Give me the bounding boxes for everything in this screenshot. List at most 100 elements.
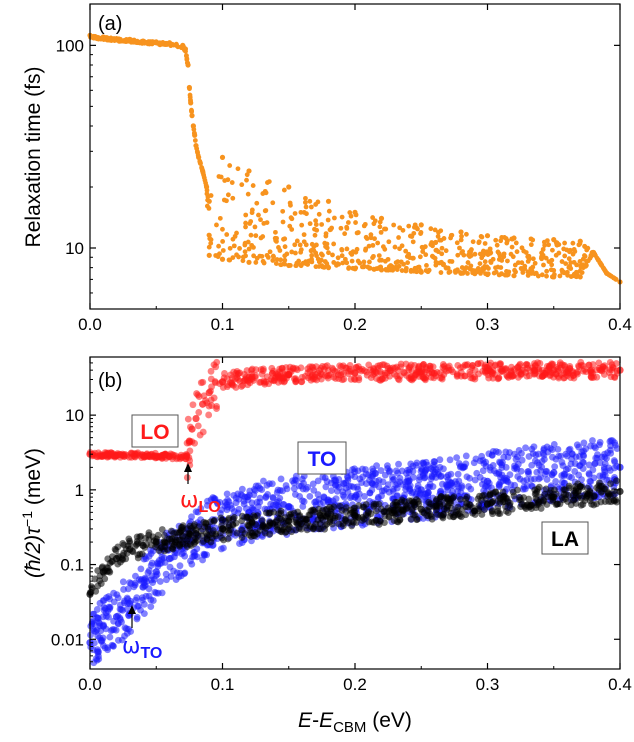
- to-point: [435, 470, 443, 478]
- lo-point: [337, 371, 345, 379]
- relaxation-point: [292, 242, 298, 248]
- relaxation-point: [449, 259, 455, 264]
- lo-point: [566, 363, 574, 370]
- la-point: [408, 497, 416, 505]
- to-point: [389, 488, 397, 495]
- lo-point: [514, 367, 522, 375]
- to-point: [535, 461, 543, 469]
- panel-b-ylabel: (ħ/2)τ−1 (meV): [19, 448, 45, 578]
- to-point: [607, 442, 614, 450]
- to-point: [95, 648, 102, 656]
- relaxation-point: [270, 200, 276, 206]
- to-point: [105, 593, 113, 600]
- relaxation-point: [418, 230, 424, 235]
- la-point: [203, 536, 211, 544]
- la-point: [527, 501, 535, 509]
- relaxation-point: [530, 256, 536, 262]
- to-point: [145, 552, 153, 560]
- to-point: [173, 569, 181, 577]
- lo-point: [391, 364, 399, 372]
- la-point: [499, 488, 507, 496]
- to-point: [479, 456, 487, 464]
- to-point: [282, 482, 290, 489]
- la-point: [168, 538, 176, 546]
- lo-point: [220, 374, 228, 382]
- la-point: [440, 510, 447, 518]
- la-point: [136, 550, 144, 558]
- to-point: [310, 486, 318, 494]
- lo-point: [229, 381, 237, 389]
- la-point: [161, 531, 168, 539]
- lo-point: [248, 373, 256, 381]
- la-point: [232, 519, 240, 527]
- lo-point: [212, 363, 220, 371]
- to-point: [423, 489, 431, 497]
- to-point: [322, 483, 330, 491]
- relaxation-point: [394, 265, 400, 270]
- relaxation-point: [217, 251, 222, 257]
- to-point: [248, 504, 256, 512]
- relaxation-point: [395, 259, 401, 265]
- relaxation-point: [467, 249, 472, 255]
- relaxation-point: [165, 41, 170, 47]
- relaxation-point: [307, 198, 313, 204]
- relaxation-point: [248, 232, 254, 238]
- to-point: [221, 498, 229, 506]
- relaxation-point: [563, 261, 569, 267]
- to-point: [589, 466, 597, 474]
- relaxation-point: [454, 240, 460, 246]
- panel-a-frame: [89, 3, 621, 310]
- relaxation-point: [313, 264, 319, 270]
- lo-point: [274, 373, 282, 381]
- relaxation-point: [260, 258, 266, 264]
- y-tick-label: 0.1: [60, 556, 84, 575]
- to-point: [454, 487, 461, 495]
- relaxation-point: [91, 33, 97, 39]
- la-point: [540, 497, 548, 505]
- lo-point: [298, 378, 305, 386]
- relaxation-point: [294, 260, 300, 266]
- lo-label: LO: [140, 421, 169, 444]
- relaxation-point: [335, 255, 341, 261]
- to-point: [104, 644, 112, 651]
- relaxation-point: [273, 261, 279, 266]
- lo-point: [270, 367, 277, 375]
- relaxation-point: [458, 270, 463, 275]
- relaxation-point: [308, 204, 314, 210]
- la-point: [309, 506, 316, 514]
- to-point: [147, 546, 154, 554]
- relaxation-point: [263, 190, 269, 196]
- relaxation-point: [370, 215, 376, 220]
- relaxation-point: [424, 263, 429, 268]
- to-point: [223, 490, 231, 498]
- relaxation-point: [258, 217, 263, 223]
- relaxation-point: [130, 39, 136, 45]
- relaxation-point: [220, 226, 225, 232]
- to-point: [525, 453, 533, 460]
- la-point: [398, 506, 406, 514]
- la-point: [508, 505, 516, 513]
- relaxation-point: [539, 255, 545, 261]
- la-point: [342, 517, 350, 525]
- relaxation-point: [280, 208, 286, 214]
- relaxation-point: [197, 158, 203, 164]
- la-point: [177, 523, 185, 531]
- to-point: [578, 448, 586, 456]
- lo-point: [228, 374, 236, 382]
- relaxation-point: [325, 217, 331, 223]
- la-point: [465, 500, 473, 508]
- to-point: [390, 475, 398, 483]
- relaxation-point: [512, 262, 518, 268]
- lo-point: [589, 369, 597, 377]
- la-point: [202, 519, 210, 527]
- relaxation-point: [242, 249, 248, 255]
- to-point: [203, 502, 211, 509]
- omega-to-arrowhead: [128, 605, 136, 614]
- la-point: [408, 505, 416, 513]
- lo-point: [312, 363, 320, 371]
- to-point: [285, 503, 293, 511]
- to-point: [147, 603, 155, 611]
- la-point: [598, 482, 606, 490]
- lo-point: [429, 363, 437, 371]
- la-point: [275, 510, 283, 518]
